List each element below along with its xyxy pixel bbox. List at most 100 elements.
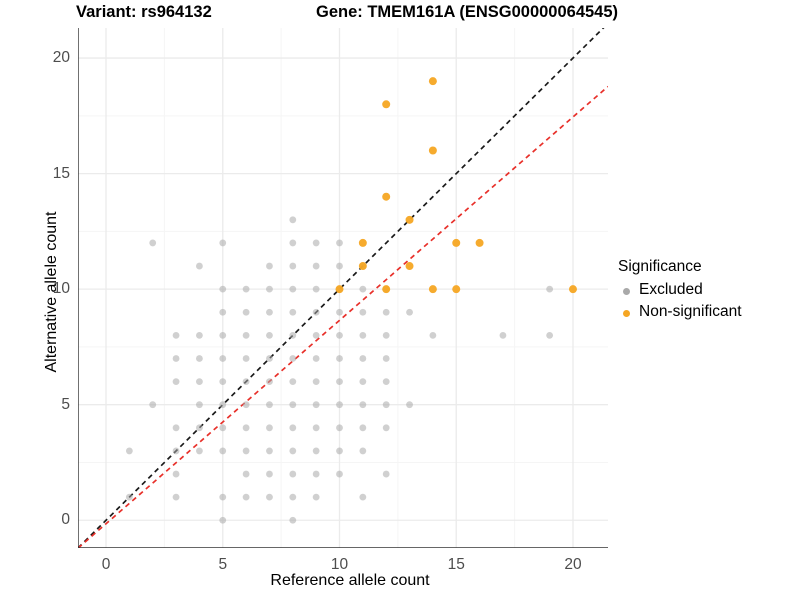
data-point — [172, 355, 180, 362]
y-tick-label: 20 — [52, 49, 70, 67]
data-point — [428, 285, 437, 294]
data-point — [289, 447, 297, 455]
data-point — [382, 331, 390, 339]
data-point — [289, 493, 297, 501]
data-point — [312, 424, 320, 432]
data-point — [149, 401, 157, 409]
data-point — [336, 378, 343, 385]
data-point — [358, 238, 367, 247]
legend-item-non-significant[interactable]: Non-significant — [618, 301, 796, 323]
data-point — [312, 262, 320, 270]
data-point — [289, 516, 297, 524]
data-point — [429, 331, 437, 339]
data-point — [196, 378, 203, 385]
data-point — [382, 308, 390, 316]
plot-panel — [78, 28, 608, 548]
data-point — [219, 285, 227, 293]
data-point — [172, 447, 180, 455]
data-point — [312, 239, 320, 247]
data-point — [405, 262, 414, 271]
data-point — [359, 424, 367, 432]
data-point — [289, 331, 297, 339]
data-point — [359, 401, 367, 409]
data-point — [546, 285, 554, 293]
data-point — [312, 470, 320, 478]
data-point — [196, 424, 203, 432]
data-point — [149, 239, 157, 247]
data-point — [289, 378, 297, 385]
data-point — [499, 331, 507, 339]
x-tick-label: 5 — [218, 556, 228, 573]
chart-title-row: Variant: rs964132 Gene: TMEM161A (ENSG00… — [0, 0, 800, 28]
legend-item-excluded[interactable]: Excluded — [618, 279, 796, 301]
data-point — [242, 285, 250, 293]
reference-lines — [78, 28, 608, 548]
data-point — [219, 424, 227, 432]
legend-items: Excluded Non-significant — [618, 279, 796, 323]
legend-title: Significance — [618, 258, 702, 275]
reference-line-allelic-ratio — [78, 85, 608, 548]
data-point — [289, 285, 297, 293]
data-point — [359, 331, 367, 339]
data-point — [242, 378, 250, 385]
data-point — [266, 378, 273, 385]
x-tick-label: 10 — [330, 556, 349, 573]
data-point — [382, 470, 390, 478]
data-point — [266, 331, 273, 339]
legend-key-dot-icon — [618, 282, 635, 299]
data-point — [172, 424, 180, 432]
data-point — [242, 424, 250, 432]
data-point — [219, 493, 227, 501]
data-point — [406, 401, 413, 409]
data-point — [336, 262, 343, 270]
data-point — [336, 470, 343, 478]
data-point — [382, 100, 391, 109]
x-axis-title: Reference allele count — [270, 572, 430, 589]
data-point — [242, 447, 250, 455]
x-tick-label: 15 — [447, 556, 465, 573]
data-point — [452, 285, 461, 294]
data-point — [336, 447, 343, 455]
data-point — [266, 355, 273, 362]
data-point — [312, 355, 320, 362]
data-point — [219, 447, 227, 455]
data-point — [266, 285, 273, 293]
data-point — [428, 146, 437, 155]
data-point — [242, 355, 250, 362]
data-point — [289, 262, 297, 270]
data-point — [312, 308, 320, 316]
x-tick-label: 0 — [101, 556, 111, 573]
series-non-significant — [335, 77, 577, 294]
data-point — [336, 308, 343, 316]
data-point — [125, 493, 133, 501]
x-tick-label: 20 — [564, 556, 582, 573]
data-point — [196, 447, 203, 455]
data-point — [219, 331, 227, 339]
data-point — [289, 216, 297, 224]
data-point — [452, 238, 461, 247]
data-point — [406, 308, 413, 316]
y-tick-label: 0 — [61, 511, 70, 529]
data-point — [382, 424, 390, 432]
data-point — [359, 285, 367, 293]
data-point — [219, 516, 227, 524]
data-point — [242, 470, 250, 478]
data-point — [382, 192, 391, 201]
data-point — [219, 401, 227, 409]
legend-item-label: Non-significant — [639, 303, 742, 320]
data-point — [172, 493, 180, 501]
data-point — [289, 355, 297, 362]
data-point — [382, 378, 390, 385]
data-point — [172, 331, 180, 339]
data-point — [312, 447, 320, 455]
data-point — [289, 239, 297, 247]
data-point — [359, 447, 367, 455]
data-point — [359, 493, 367, 501]
data-point — [266, 401, 273, 409]
data-point — [219, 239, 227, 247]
data-point — [336, 401, 343, 409]
data-point — [546, 331, 554, 339]
data-point — [196, 401, 203, 409]
data-point — [172, 470, 180, 478]
